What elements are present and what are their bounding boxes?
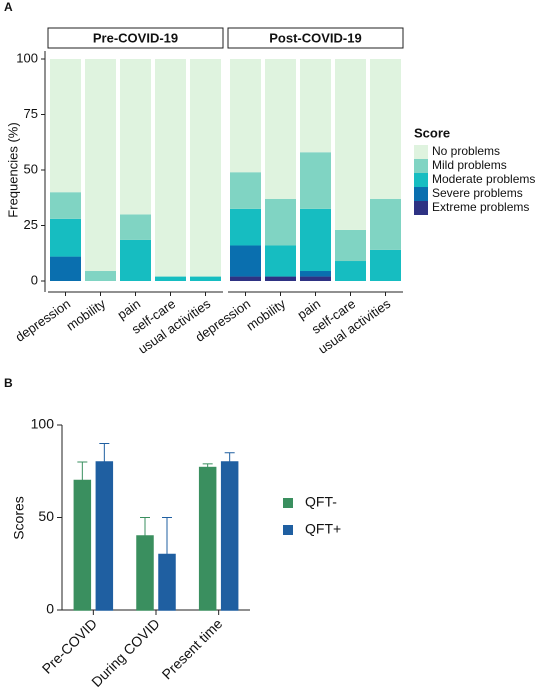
y-tick-label: 0 xyxy=(31,272,38,287)
bar-segment xyxy=(335,229,366,262)
bar-segment xyxy=(370,59,401,199)
bar-segment xyxy=(265,198,296,246)
bar-segment xyxy=(265,59,296,199)
legend-label: Moderate problems xyxy=(432,172,535,186)
facet-title: Post-COVID-19 xyxy=(269,30,361,45)
bar-segment xyxy=(300,59,331,153)
bar xyxy=(198,466,217,611)
bar-segment xyxy=(85,59,116,272)
bar xyxy=(136,535,154,611)
bar-segment xyxy=(50,59,81,193)
legend-label: Extreme problems xyxy=(432,200,529,214)
panel-label: B xyxy=(4,376,13,390)
bar-segment xyxy=(120,239,151,281)
bar-segment xyxy=(335,59,366,230)
bar xyxy=(95,461,114,611)
legend-swatch xyxy=(414,145,428,159)
legend-label: Severe problems xyxy=(432,186,523,200)
bar-segment xyxy=(190,59,221,277)
y-tick-label: 75 xyxy=(24,106,38,121)
y-axis-label: Frequencies (%) xyxy=(5,122,20,217)
bar-segment xyxy=(230,245,261,277)
facet-strip xyxy=(47,27,224,49)
bar-segment xyxy=(120,214,151,240)
bar-segment xyxy=(370,249,401,281)
y-tick-label: 100 xyxy=(31,416,55,432)
panel-label: A xyxy=(4,0,13,14)
legend-swatch xyxy=(283,498,293,508)
x-tick-label: Pre-COVID xyxy=(39,615,100,676)
bar-segment xyxy=(230,172,261,209)
bar-segment xyxy=(300,152,331,209)
legend-label: No problems xyxy=(432,144,500,158)
y-tick-label: 50 xyxy=(38,508,54,524)
legend-label: QFT+ xyxy=(305,521,341,537)
legend-swatch xyxy=(283,525,293,535)
bar xyxy=(158,553,176,611)
bar-segment xyxy=(50,192,81,219)
facet-strip xyxy=(227,27,404,49)
bar-segment xyxy=(230,59,261,173)
bar-segment xyxy=(155,276,186,281)
facet-title: Pre-COVID-19 xyxy=(93,30,178,45)
bar-segment xyxy=(50,256,81,281)
x-tick-label: Present time xyxy=(159,615,226,682)
bar-segment xyxy=(85,271,116,281)
bar-segment xyxy=(230,276,261,281)
bar-segment xyxy=(190,276,221,281)
x-tick-label: mobility xyxy=(243,296,288,334)
legend-swatch xyxy=(414,173,428,187)
bar-segment xyxy=(300,271,331,277)
bar-segment xyxy=(265,276,296,281)
bar-segment xyxy=(50,218,81,257)
bar-segment xyxy=(300,276,331,281)
bar-segment xyxy=(155,59,186,277)
legend-swatch xyxy=(414,159,428,173)
bar-segment xyxy=(370,198,401,250)
bar xyxy=(73,479,92,611)
y-tick-label: 25 xyxy=(24,217,38,232)
y-tick-label: 50 xyxy=(24,161,38,176)
bar xyxy=(220,461,239,611)
y-axis-label: Scores xyxy=(11,496,27,540)
bar-segment xyxy=(265,245,296,277)
bar-segment xyxy=(230,208,261,246)
y-tick-label: 100 xyxy=(16,50,38,65)
x-tick-label: mobility xyxy=(63,296,108,334)
legend-label: QFT- xyxy=(305,494,337,510)
legend-swatch xyxy=(414,187,428,201)
bar-segment xyxy=(300,208,331,272)
legend-swatch xyxy=(414,201,428,215)
y-tick-label: 0 xyxy=(46,601,54,617)
legend-title: Score xyxy=(414,125,450,140)
bar-segment xyxy=(335,261,366,281)
legend-label: Mild problems xyxy=(432,158,507,172)
bar-segment xyxy=(120,59,151,215)
